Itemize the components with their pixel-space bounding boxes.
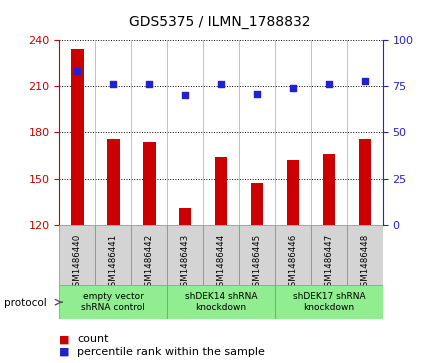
Point	[326, 81, 333, 87]
Bar	[251, 183, 263, 225]
Point	[290, 85, 297, 91]
Bar	[59, 285, 167, 319]
Text: GSM1486445: GSM1486445	[253, 234, 261, 292]
Text: GSM1486440: GSM1486440	[73, 234, 82, 292]
Bar	[167, 225, 203, 285]
Text: GSM1486444: GSM1486444	[216, 234, 226, 292]
Bar	[71, 49, 84, 225]
Bar	[131, 225, 167, 285]
Bar	[215, 157, 227, 225]
Text: percentile rank within the sample: percentile rank within the sample	[77, 347, 265, 357]
Bar	[179, 208, 191, 225]
Bar	[275, 225, 311, 285]
Text: GSM1486443: GSM1486443	[181, 234, 190, 292]
Text: GSM1486442: GSM1486442	[145, 234, 154, 292]
Bar	[347, 225, 383, 285]
Text: empty vector
shRNA control: empty vector shRNA control	[81, 293, 145, 312]
Text: GDS5375 / ILMN_1788832: GDS5375 / ILMN_1788832	[129, 15, 311, 29]
Text: GSM1486441: GSM1486441	[109, 234, 118, 292]
Bar	[59, 225, 95, 285]
Bar	[239, 225, 275, 285]
Text: shDEK14 shRNA
knockdown: shDEK14 shRNA knockdown	[185, 293, 257, 312]
Text: GSM1486446: GSM1486446	[289, 234, 297, 292]
Bar	[95, 225, 131, 285]
Text: protocol: protocol	[4, 298, 47, 308]
Point	[253, 91, 260, 97]
Text: GSM1486447: GSM1486447	[324, 234, 334, 292]
Bar	[167, 285, 275, 319]
Text: count: count	[77, 334, 109, 344]
Bar	[323, 154, 335, 225]
Text: shDEK17 shRNA
knockdown: shDEK17 shRNA knockdown	[293, 293, 365, 312]
Bar	[143, 142, 155, 225]
Bar	[203, 225, 239, 285]
Point	[361, 78, 368, 83]
Text: ■: ■	[59, 347, 70, 357]
Bar	[287, 160, 299, 225]
Bar	[359, 139, 371, 225]
Text: GSM1486448: GSM1486448	[360, 234, 369, 292]
Point	[182, 93, 189, 98]
Bar	[311, 225, 347, 285]
Bar	[107, 139, 120, 225]
Bar	[275, 285, 383, 319]
Point	[146, 81, 153, 87]
Text: ■: ■	[59, 334, 70, 344]
Point	[74, 69, 81, 74]
Point	[218, 81, 225, 87]
Point	[110, 81, 117, 87]
